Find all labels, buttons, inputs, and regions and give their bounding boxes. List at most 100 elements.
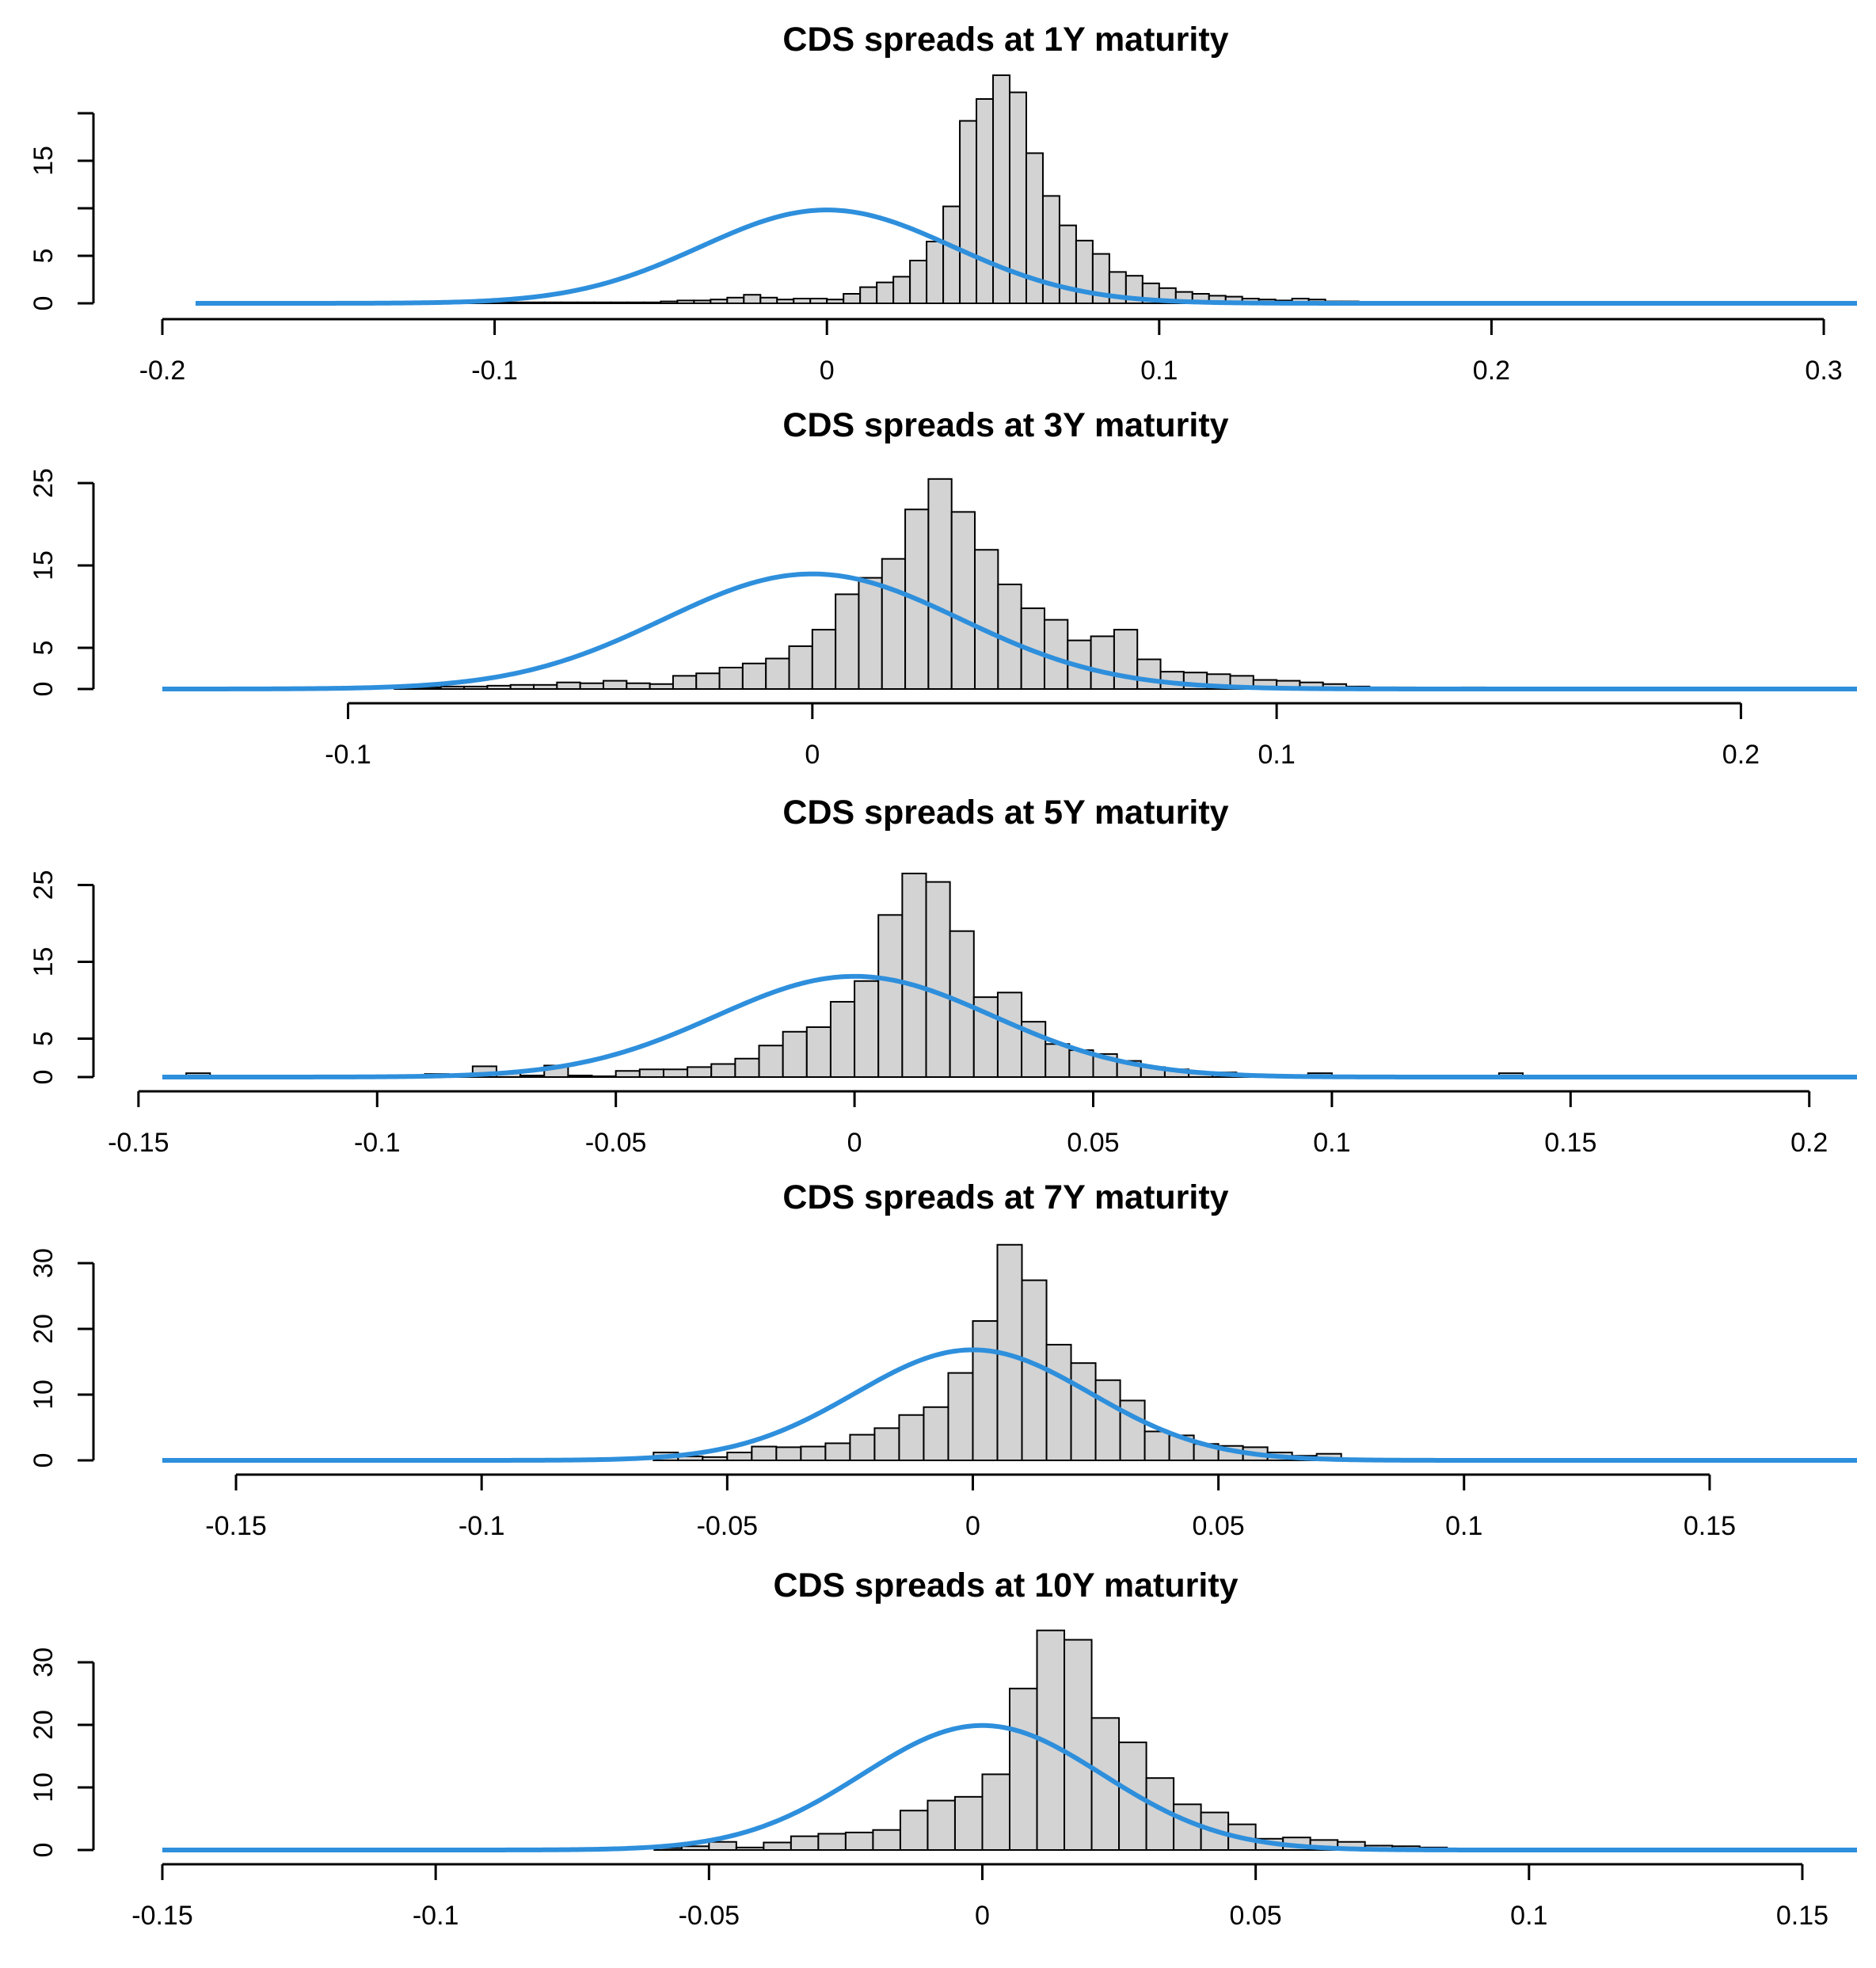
chart-title-3y: CDS spreads at 3Y maturity [782, 406, 1228, 444]
y-tick-label: 25 [29, 870, 59, 900]
y-tick-label: 0 [29, 1070, 59, 1085]
x-tick-label: -0.15 [205, 1511, 267, 1541]
x-tick-label: 0.1 [1258, 740, 1295, 770]
histogram-bar [872, 1829, 901, 1851]
histogram-bar [947, 1372, 974, 1461]
x-axis-3y: -0.1 0 0.1 0.2 [325, 702, 1760, 770]
x-tick-label: -0.1 [471, 356, 518, 386]
histogram-bar [591, 1075, 617, 1079]
y-tick-label: 15 [29, 146, 59, 176]
x-tick-label: 0 [847, 1128, 862, 1158]
panel-3y: CDS spreads at 3Y maturity -0.1 0 0.1 0.2 0… [29, 406, 1857, 770]
panel-10y: CDS spreads at 10Y maturity -0.15 -0.1 -0.… [29, 1566, 1857, 1931]
y-tick-label: 5 [29, 641, 59, 656]
histogram-bar [849, 1433, 876, 1462]
histogram-bar [1094, 1379, 1121, 1461]
y-tick-label: 30 [29, 1248, 59, 1278]
histogram-bar [567, 1075, 593, 1079]
histogram-bar [751, 1445, 778, 1461]
histogram-bar [811, 629, 837, 690]
histogram-bar [556, 681, 581, 690]
histogram-bar [710, 1063, 736, 1079]
histogram-bar [735, 1846, 765, 1852]
density-curve-7y [162, 1347, 1857, 1463]
panel-1y: CDS spreads at 1Y maturity -0.2 -0.1 0 0.1 0… [29, 21, 1857, 386]
y-tick-label: 15 [29, 550, 59, 581]
chart-title-7y: CDS spreads at 7Y maturity [782, 1178, 1228, 1216]
histogram-bar [909, 260, 928, 304]
x-axis-5y: -0.15 -0.1 -0.05 0 0.05 0.1 0.15 0.2 [108, 1090, 1828, 1158]
histogram-bars-7y [653, 1243, 1342, 1462]
histogram-bar [579, 682, 604, 690]
chart-title-5y: CDS spreads at 5Y maturity [782, 794, 1228, 832]
histogram-bar [672, 675, 698, 690]
y-axis-10y: 0 10 20 30 [29, 1647, 95, 1857]
histogram-bar [695, 672, 721, 690]
x-tick-label: -0.2 [139, 356, 186, 386]
histogram-bar [533, 683, 558, 690]
x-tick-label: -0.1 [459, 1511, 505, 1541]
histogram-bar [927, 478, 953, 690]
histogram-bar [1090, 635, 1115, 690]
x-tick-label: 0.1 [1445, 1511, 1482, 1541]
x-tick-label: -0.15 [108, 1128, 169, 1158]
histogram-bar [741, 662, 767, 691]
histogram-bar [734, 1057, 760, 1078]
histogram-bar [953, 1795, 984, 1852]
y-axis-3y: 0 5 15 25 [29, 468, 95, 696]
x-tick-label: 0 [820, 356, 835, 386]
histogram-bar [899, 1810, 929, 1851]
x-tick-label: 0.05 [1230, 1901, 1282, 1931]
y-tick-label: 15 [29, 947, 59, 977]
histogram-bar [638, 1068, 664, 1079]
histogram-bar [927, 1799, 956, 1852]
y-tick-label: 10 [29, 1772, 59, 1802]
y-tick-label: 10 [29, 1380, 59, 1410]
histogram-bar [602, 679, 628, 690]
y-axis-7y: 0 10 20 30 [29, 1248, 95, 1467]
histogram-bars-1y [427, 74, 1626, 305]
histogram-bar [765, 657, 790, 691]
x-axis-7y: -0.15 -0.1 -0.05 0 0.05 0.1 0.15 [205, 1473, 1736, 1541]
x-tick-label: -0.05 [697, 1511, 759, 1541]
histogram-bar [800, 1445, 827, 1461]
histogram-bar [758, 1045, 784, 1078]
x-tick-label: 0 [805, 740, 820, 770]
histogram-bar [873, 1427, 900, 1461]
histogram-bar [693, 299, 712, 304]
x-tick-label: 0.2 [1473, 356, 1510, 386]
chart-title-1y: CDS spreads at 1Y maturity [782, 21, 1228, 59]
x-tick-label: 0 [975, 1901, 990, 1931]
histogram-bar [615, 1070, 641, 1078]
x-tick-label: 0.2 [1722, 740, 1760, 770]
histogram-bar [809, 298, 828, 304]
histogram-bar [676, 299, 695, 304]
y-tick-label: 20 [29, 1314, 59, 1344]
histogram-bar [974, 549, 999, 690]
histogram-bar [942, 205, 961, 305]
histogram-bar [440, 685, 466, 691]
x-tick-label: -0.15 [131, 1901, 193, 1931]
y-tick-label: 25 [29, 468, 59, 498]
histogram-bar [817, 1833, 847, 1851]
x-tick-label: 0.05 [1193, 1511, 1245, 1541]
histogram-bar [710, 299, 729, 305]
histogram-bar [509, 683, 535, 690]
histogram-bar [687, 1066, 713, 1079]
histogram-bar [1064, 1639, 1093, 1852]
y-tick-label: 5 [29, 1031, 59, 1046]
x-tick-label: -0.1 [413, 1901, 459, 1931]
density-curve-1y [195, 207, 1857, 306]
x-tick-label: 0.2 [1790, 1128, 1828, 1158]
histogram-bar [950, 511, 976, 691]
x-tick-label: 0.1 [1510, 1901, 1547, 1931]
histogram-bars-10y [653, 1629, 1448, 1852]
histogram-bar [463, 685, 489, 691]
histogram-bar [824, 1442, 851, 1462]
y-tick-label: 5 [29, 249, 59, 264]
histogram-bar [782, 1030, 808, 1079]
histogram-bar [788, 645, 813, 690]
x-axis-1y: -0.2 -0.1 0 0.1 0.2 0.3 [139, 318, 1843, 386]
histogram-bar [843, 293, 862, 304]
